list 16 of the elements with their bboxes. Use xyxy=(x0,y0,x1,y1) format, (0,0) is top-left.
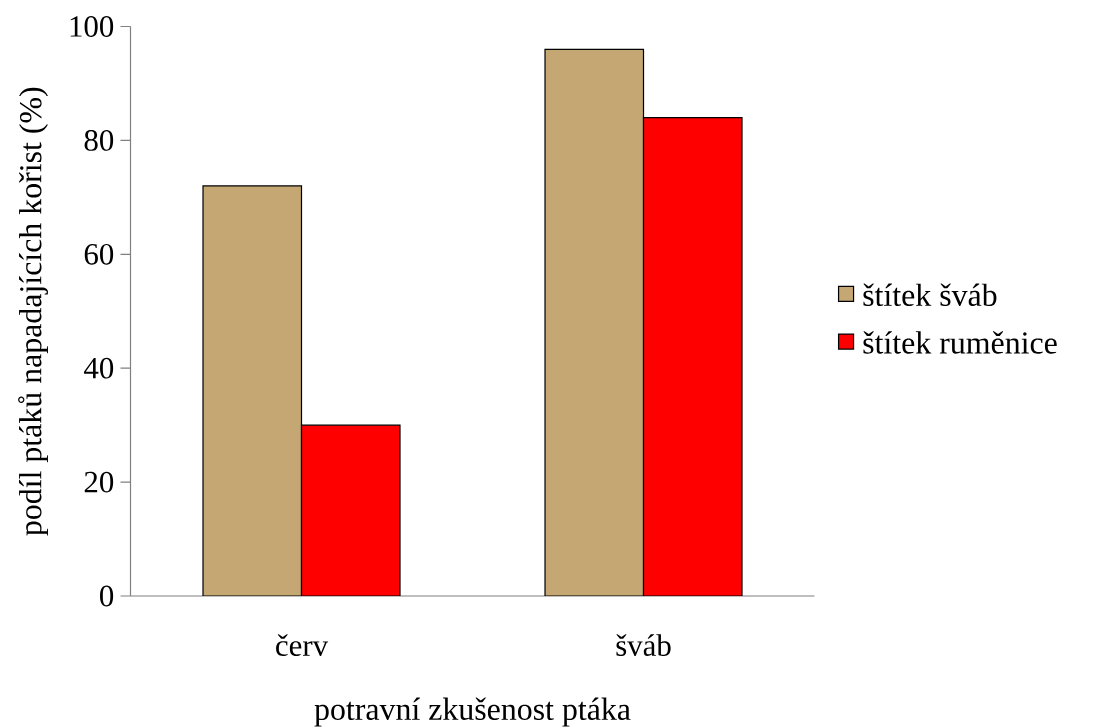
bar xyxy=(642,117,743,597)
y-tick-label: 60 xyxy=(84,243,114,265)
bar xyxy=(202,185,303,597)
y-tick-label: 20 xyxy=(84,471,114,493)
y-tick-label: 0 xyxy=(100,585,114,607)
legend-label: štítek ruměnice xyxy=(863,331,1057,354)
y-axis-title: podíl ptáků napadajících kořist (%) xyxy=(18,87,48,536)
legend-label: štítek šváb xyxy=(863,283,997,307)
x-tick-label: červ xyxy=(276,634,329,656)
x-axis-title: potravní zkušenost ptáka xyxy=(314,697,631,727)
y-tick-label: 80 xyxy=(84,129,114,151)
bar xyxy=(300,424,401,597)
y-tick-label: 100 xyxy=(70,16,114,37)
bar xyxy=(544,48,645,597)
y-tick-label: 40 xyxy=(84,357,114,379)
x-tick-label: šváb xyxy=(616,634,671,656)
